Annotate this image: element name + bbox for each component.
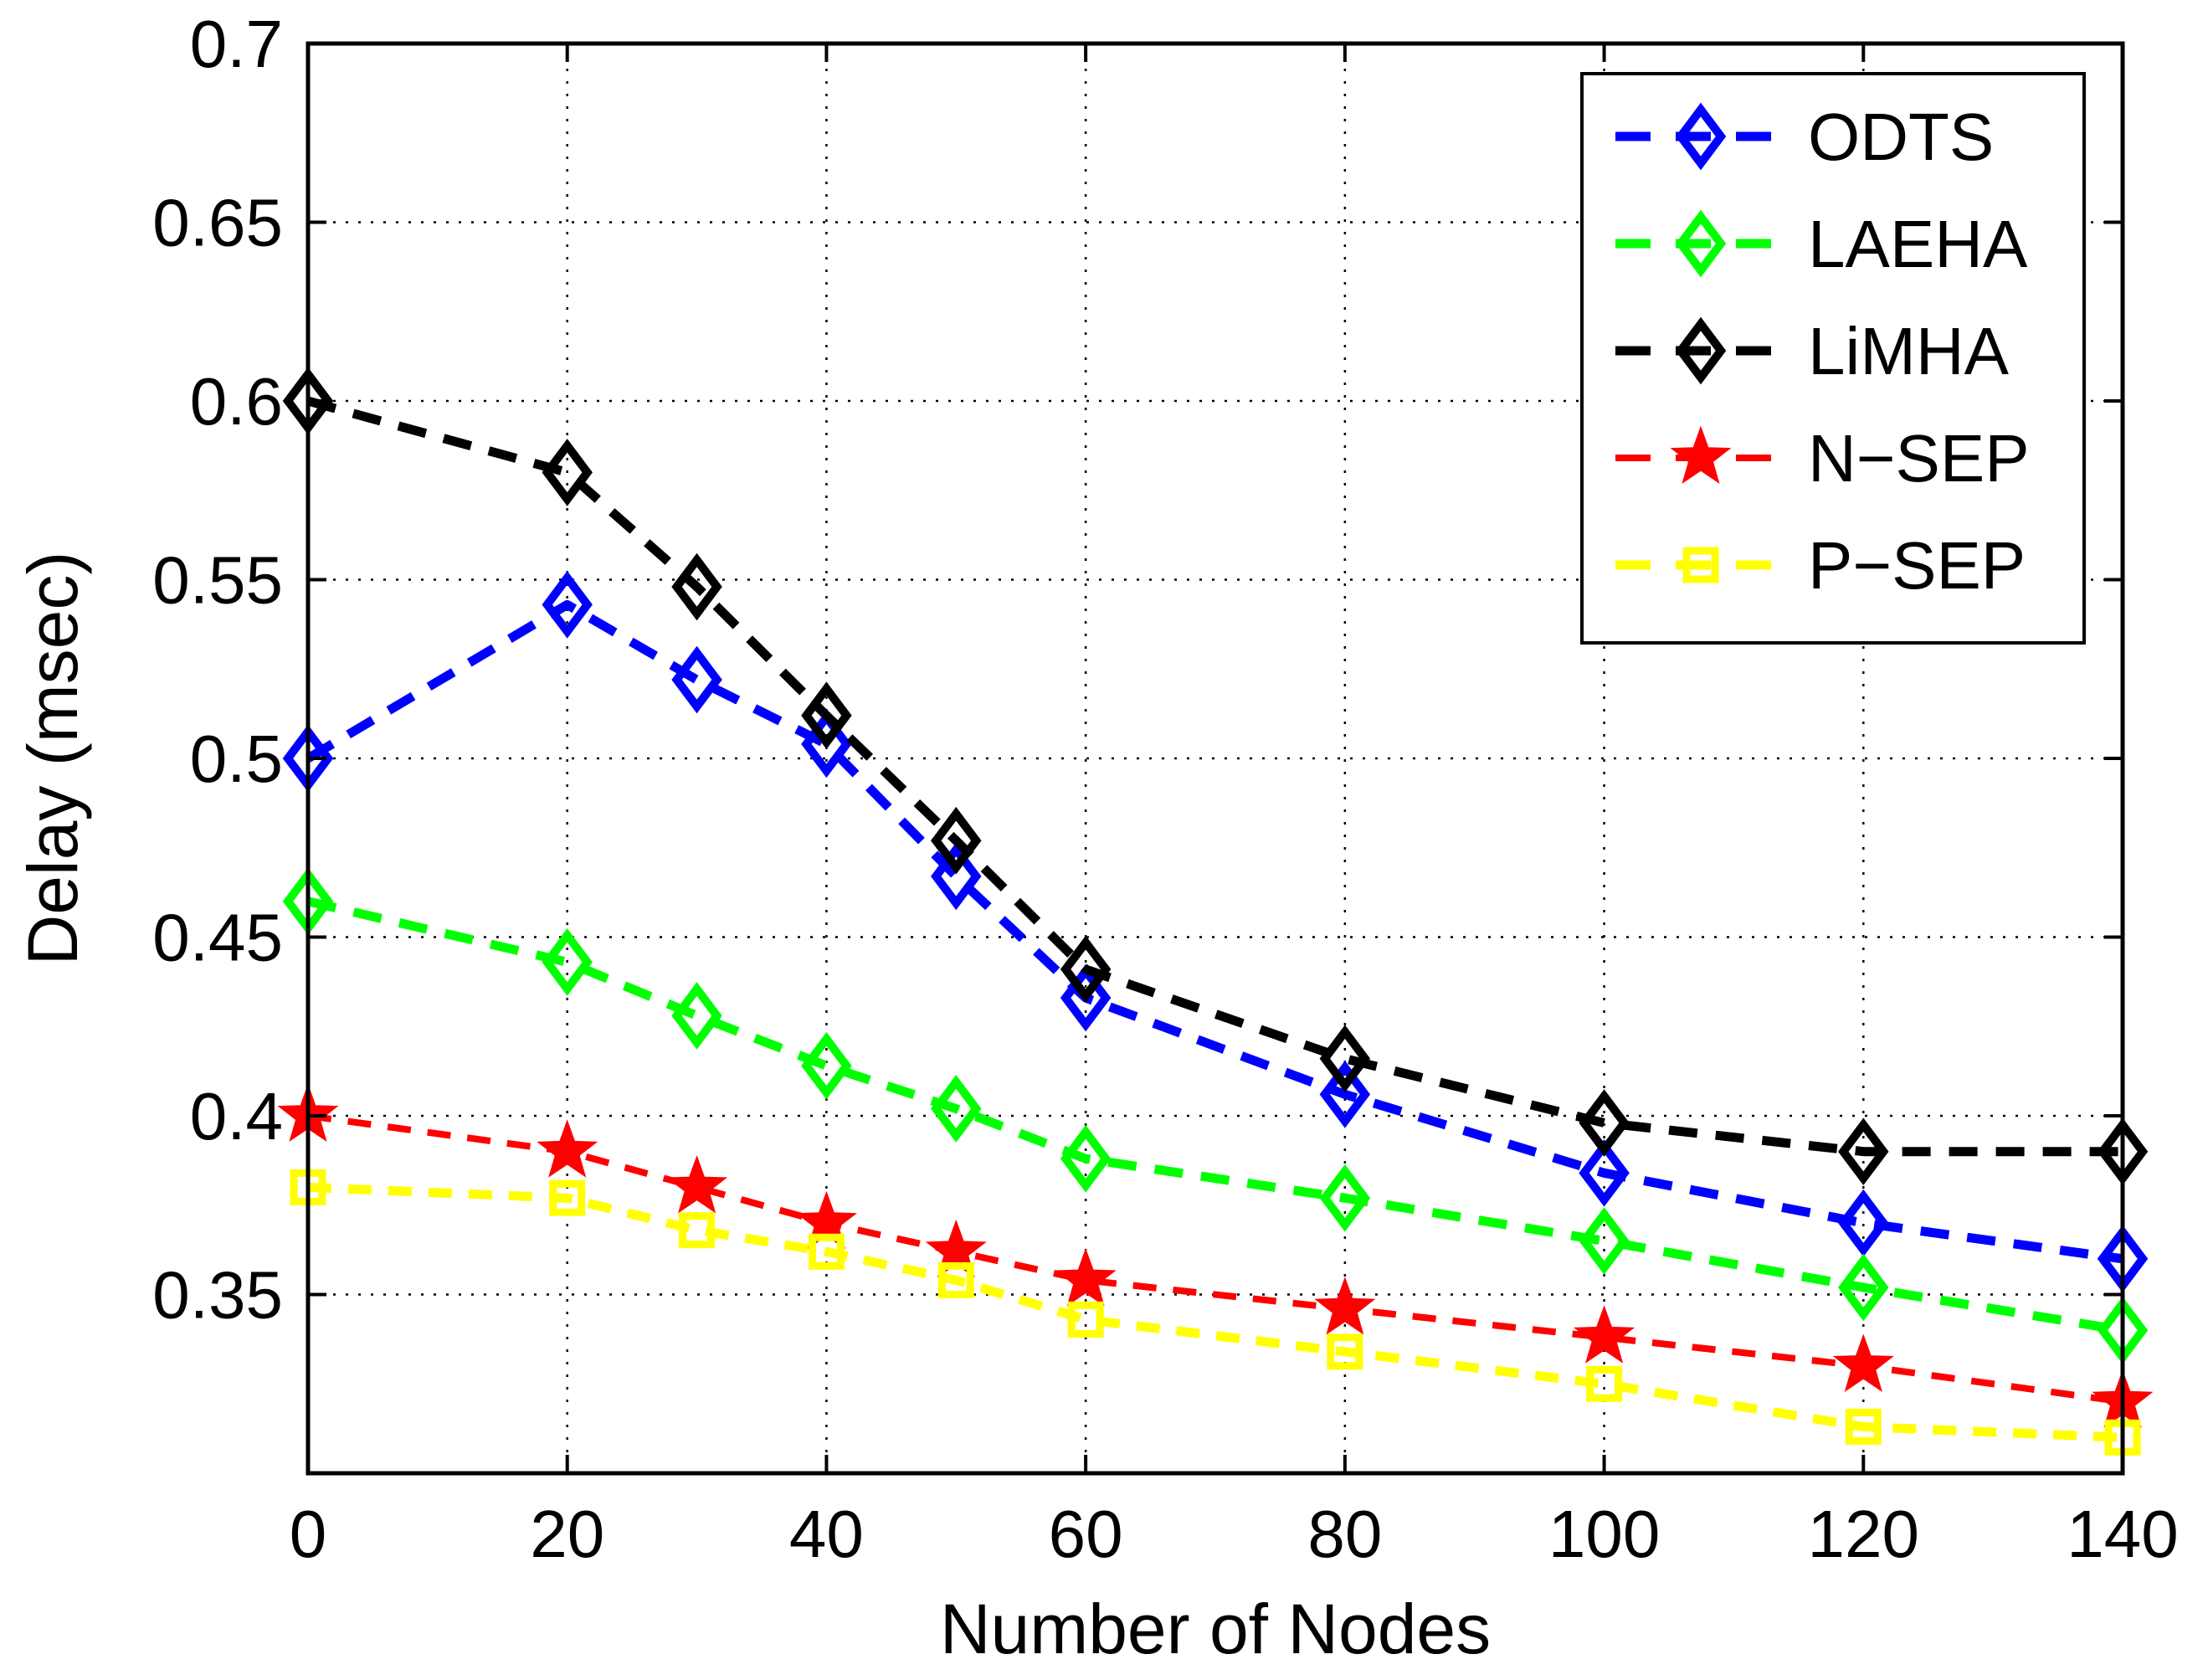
data-point-n-sep xyxy=(1314,1277,1376,1335)
data-point-limha xyxy=(1838,1117,1889,1186)
data-point-n-sep xyxy=(1055,1248,1117,1307)
series-line-odts xyxy=(306,599,2123,1264)
legend-item-odts: ODTS xyxy=(1615,100,1994,174)
data-point-odts xyxy=(801,710,852,778)
legend-label-laeha: LAEHA xyxy=(1808,207,2028,281)
legend-item-laeha: LAEHA xyxy=(1615,207,2028,281)
series-odts xyxy=(282,571,2149,1293)
legend-item-n-sep: N−SEP xyxy=(1615,421,2030,496)
x-tick-label: 100 xyxy=(1548,1497,1660,1571)
data-point-p-sep xyxy=(1845,1408,1882,1445)
x-tick-label: 120 xyxy=(1808,1497,1919,1571)
series-line-limha xyxy=(306,396,2123,1157)
data-point-laeha xyxy=(801,1031,852,1100)
data-point-limha xyxy=(671,552,722,621)
legend-label-n-sep: N−SEP xyxy=(1808,421,2030,496)
data-point-p-sep xyxy=(1586,1365,1623,1402)
x-tick-label: 40 xyxy=(789,1497,864,1571)
legend: ODTS LAEHA LiMHA N−SEP P−SEP xyxy=(1580,72,2086,645)
data-point-laeha xyxy=(1319,1164,1371,1232)
legend-marker-odts xyxy=(1675,102,1727,171)
y-tick-label: 0.35 xyxy=(152,1258,283,1333)
legend-marker-limha xyxy=(1675,316,1727,385)
data-point-n-sep xyxy=(665,1155,728,1214)
data-point-n-sep xyxy=(537,1119,598,1178)
legend-marker-n-sep xyxy=(1670,425,1732,485)
data-point-laeha xyxy=(1579,1207,1630,1275)
series-p-sep xyxy=(290,1169,2141,1456)
data-point-odts xyxy=(1060,963,1112,1032)
data-point-n-sep xyxy=(1574,1305,1635,1364)
data-point-limha xyxy=(1060,935,1112,1004)
data-point-limha xyxy=(1579,1089,1630,1157)
legend-item-limha: LiMHA xyxy=(1615,314,2010,388)
data-point-odts xyxy=(542,571,593,639)
y-tick-label: 0.7 xyxy=(190,7,283,81)
legend-marker-laeha xyxy=(1675,209,1727,278)
data-point-p-sep xyxy=(549,1179,586,1216)
data-point-odts xyxy=(931,842,982,911)
x-tick-label: 20 xyxy=(530,1497,604,1571)
data-point-odts xyxy=(1579,1138,1630,1207)
y-tick-label: 0.5 xyxy=(190,722,283,796)
series-line-n-sep xyxy=(307,1112,2123,1405)
series-line-p-sep xyxy=(307,1182,2123,1442)
data-point-laeha xyxy=(671,982,722,1050)
legend-label-limha: LiMHA xyxy=(1808,314,2010,388)
y-tick-label: 0.4 xyxy=(190,1079,283,1153)
x-tick-label: 60 xyxy=(1049,1497,1123,1571)
legend-label-odts: ODTS xyxy=(1808,100,1994,174)
series-limha xyxy=(282,367,2149,1186)
data-point-odts xyxy=(1838,1189,1889,1257)
data-point-p-sep xyxy=(937,1261,974,1298)
series-line-laeha xyxy=(306,897,2123,1335)
data-point-limha xyxy=(801,681,852,750)
y-tick-label: 0.65 xyxy=(152,186,283,260)
data-point-limha xyxy=(931,806,982,875)
data-point-p-sep xyxy=(1067,1301,1104,1338)
y-tick-label: 0.45 xyxy=(152,901,283,975)
data-point-n-sep xyxy=(1832,1333,1894,1392)
legend-box xyxy=(1580,72,2086,645)
legend-item-p-sep: P−SEP xyxy=(1615,528,2026,603)
x-tick-label: 0 xyxy=(290,1497,327,1571)
data-point-odts xyxy=(1319,1061,1371,1128)
legend-label-p-sep: P−SEP xyxy=(1808,528,2026,603)
data-point-laeha xyxy=(542,928,593,996)
series-group xyxy=(277,367,2154,1456)
y-axis-label: Delay (msec) xyxy=(13,552,92,966)
data-point-odts xyxy=(671,645,722,714)
data-point-laeha xyxy=(1838,1253,1889,1322)
data-point-limha xyxy=(542,439,593,506)
data-point-limha xyxy=(1319,1025,1371,1093)
data-point-p-sep xyxy=(679,1212,716,1249)
x-tick-label: 80 xyxy=(1307,1497,1382,1571)
data-point-laeha xyxy=(1060,1124,1112,1193)
data-point-p-sep xyxy=(1327,1333,1363,1370)
x-axis-label: Number of Nodes xyxy=(940,1590,1491,1668)
data-point-p-sep xyxy=(808,1233,845,1270)
grid xyxy=(308,44,2123,1473)
y-tick-label: 0.6 xyxy=(190,364,283,439)
data-point-laeha xyxy=(931,1075,982,1143)
x-tick-label: 140 xyxy=(2067,1497,2178,1571)
legend-marker-p-sep xyxy=(1682,547,1719,583)
y-tick-label: 0.55 xyxy=(152,543,283,618)
ticks: 0 20 40 60 80 100 120 140 0.35 0.4 0.45 0.5 0.55 0.6 0… xyxy=(152,7,2178,1571)
